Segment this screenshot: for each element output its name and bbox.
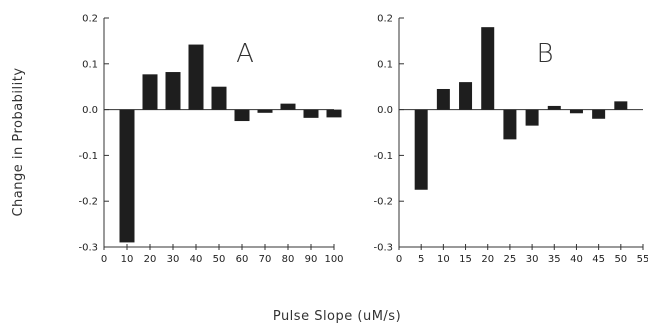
y-tick-label-b: 0.0: [377, 105, 393, 116]
x-tick-label-b: 45: [592, 254, 605, 265]
x-tick-label-a: 10: [121, 254, 134, 265]
x-tick-label-a: 30: [167, 254, 180, 265]
x-tick-label-b: 5: [418, 254, 424, 265]
bar-a-40: [188, 44, 204, 110]
x-tick-label-a: 60: [236, 254, 249, 265]
y-tick-label-a: 0.0: [82, 105, 98, 116]
bar-a-30: [165, 72, 181, 110]
panel-label-a: A: [236, 39, 254, 69]
bar-b-15: [459, 82, 473, 110]
x-tick-label-a: 100: [324, 254, 343, 265]
bar-b-50: [614, 101, 628, 110]
x-tick-label-b: 30: [526, 254, 539, 265]
bar-a-60: [234, 109, 250, 122]
x-tick-label-a: 20: [144, 254, 157, 265]
bar-b-40: [569, 109, 583, 114]
y-tick-label-a: -0.2: [78, 197, 98, 208]
y-tick-label-b: -0.1: [373, 151, 393, 162]
bar-b-25: [503, 109, 517, 140]
y-tick-label-b: -0.2: [373, 197, 393, 208]
bar-a-70: [257, 109, 273, 113]
x-tick-label-a: 90: [305, 254, 318, 265]
x-tick-label-a: 50: [213, 254, 226, 265]
y-tick-label-a: 0.1: [82, 59, 98, 70]
x-tick-label-b: 20: [481, 254, 494, 265]
chart-panel-a: 0.2 0.1 0.0 -0.1 -0.2 -0.30 10 20 30 40 50 60 70 80 90…: [78, 14, 343, 266]
panel-label-b: B: [536, 39, 553, 69]
x-tick-label-a: 40: [190, 254, 203, 265]
bar-a-80: [280, 103, 296, 110]
x-tick-label-b: 50: [614, 254, 627, 265]
y-tick-label-b: 0.2: [377, 14, 393, 25]
bar-b-30: [525, 109, 539, 126]
bar-a-20: [142, 74, 158, 110]
x-tick-label-a: 0: [101, 254, 107, 265]
y-axis-label: Change in Probability: [11, 67, 26, 216]
bar-b-45: [592, 109, 606, 119]
bar-b-35: [547, 105, 561, 110]
x-tick-label-b: 35: [548, 254, 561, 265]
chart-panel-b: 0.2 0.1 0.0 -0.1 -0.2 -0.30 5 10 15 20 25 30 35 40 45 5…: [373, 14, 648, 266]
y-tick-label-b: 0.1: [377, 59, 393, 70]
bar-a-90: [303, 109, 319, 118]
x-tick-label-a: 80: [282, 254, 295, 265]
y-tick-label-a: 0.2: [82, 14, 98, 25]
x-tick-label-b: 15: [459, 254, 472, 265]
x-tick-label-b: 25: [504, 254, 517, 265]
x-tick-label-a: 70: [259, 254, 272, 265]
bar-b-10: [436, 88, 450, 110]
bar-b-20: [481, 27, 495, 110]
bar-b-5: [414, 109, 428, 190]
bar-a-100: [326, 109, 342, 118]
x-axis-label: Pulse Slope (uM/s): [273, 309, 401, 324]
bar-a-10: [119, 109, 135, 243]
x-tick-label-b: 0: [396, 254, 402, 265]
x-tick-label-b: 10: [437, 254, 450, 265]
bar-a-50: [211, 86, 227, 110]
y-tick-label-a: -0.1: [78, 151, 98, 162]
x-tick-label-b: 55: [637, 254, 648, 265]
y-tick-label-a: -0.3: [78, 243, 98, 254]
x-tick-label-b: 40: [570, 254, 583, 265]
y-tick-label-b: -0.3: [373, 243, 393, 254]
